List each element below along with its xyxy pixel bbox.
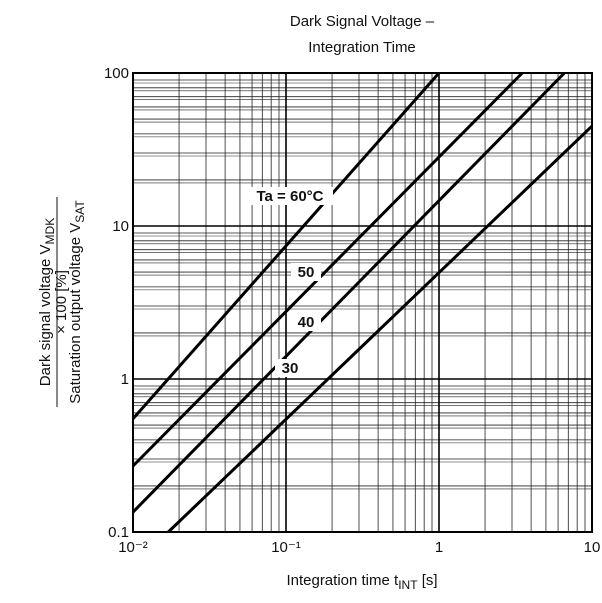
x-tick-label: 1 <box>435 539 443 556</box>
x-label-text: [s] <box>418 572 438 589</box>
series-line <box>131 72 441 420</box>
x-axis-label: Integration time tINT [s] <box>286 572 437 592</box>
label-bg <box>275 359 305 377</box>
y-tick-label: 0.1 <box>108 524 129 541</box>
label-bg <box>291 313 321 331</box>
y-label-factor: × 100 [%] <box>53 270 70 334</box>
series-label: 50 <box>298 264 315 281</box>
y-tick-label: 1 <box>121 371 129 388</box>
y-label-text: Saturation output voltage V <box>67 223 84 404</box>
y-label-den: Saturation output voltage VSAT <box>67 200 87 404</box>
x-tick-label: 10⁻¹ <box>271 539 301 556</box>
series-line <box>131 71 566 514</box>
y-tick-label: 10 <box>112 218 129 235</box>
chart-title: Integration Time <box>308 39 416 56</box>
label-bg <box>247 187 333 205</box>
x-tick-label: 10 <box>584 539 601 556</box>
x-label-sub: INT <box>398 578 418 592</box>
series-label: Ta = 60°C <box>256 188 323 205</box>
y-axis-label: Dark signal voltage VMDK × 100 [%] Satur… <box>37 197 87 407</box>
chart-title: Dark Signal Voltage – <box>290 13 435 30</box>
series-line <box>131 71 524 468</box>
y-label-sub: SAT <box>73 200 87 223</box>
x-label-text: Integration time t <box>286 572 399 589</box>
series-label: 30 <box>282 360 299 377</box>
y-label-num: Dark signal voltage VMDK <box>37 218 57 386</box>
series-line <box>167 124 594 534</box>
series-label: 40 <box>298 314 315 331</box>
label-bg <box>291 263 321 281</box>
y-label-sub: MDK <box>43 218 57 245</box>
y-tick-label: 100 <box>104 65 129 82</box>
plot-frame <box>132 72 593 533</box>
x-tick-label: 10⁻² <box>118 539 148 556</box>
y-label-text: Dark signal voltage V <box>37 244 54 386</box>
